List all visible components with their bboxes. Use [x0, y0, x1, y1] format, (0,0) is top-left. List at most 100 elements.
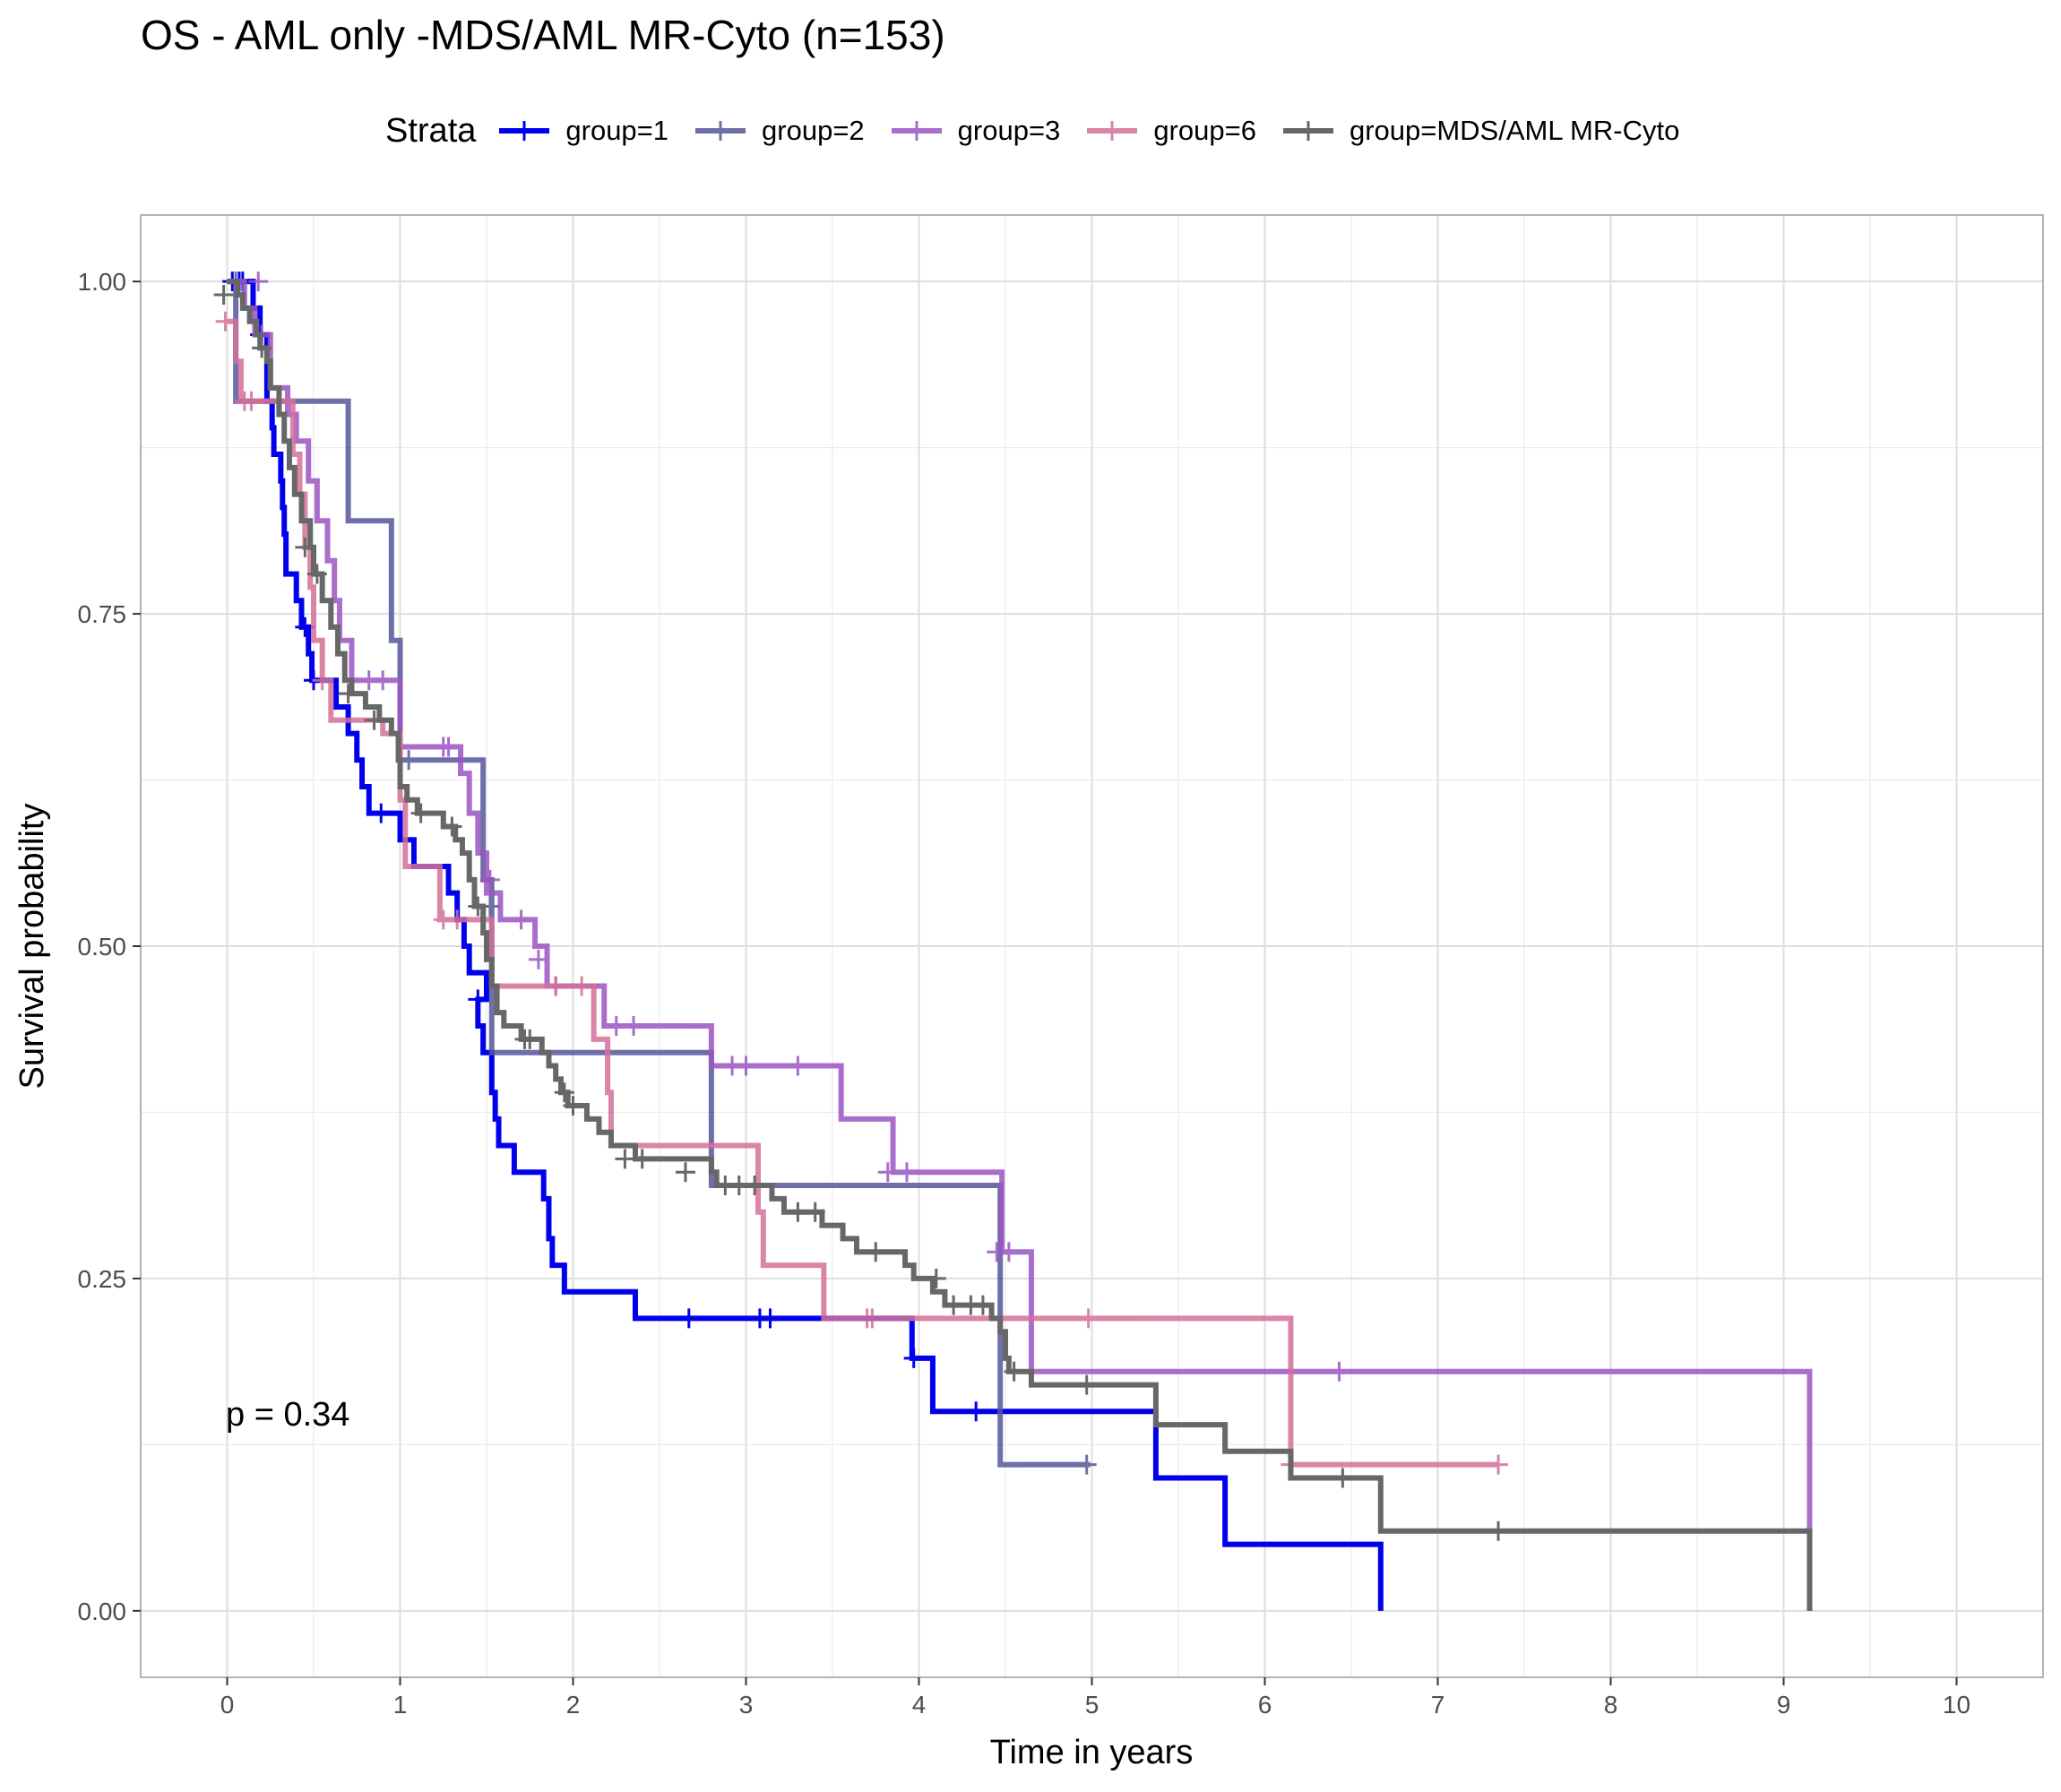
censor-mark [862, 1308, 883, 1329]
legend-key-glyph [891, 121, 942, 141]
censor-mark [438, 737, 459, 757]
x-tick-label: 4 [912, 1691, 927, 1719]
legend-key-group-mds-aml [1282, 121, 1333, 141]
y-tick-label: 0.00 [78, 1598, 127, 1625]
censor-mark [520, 1029, 540, 1049]
legend-key-cross [1102, 121, 1123, 141]
legend-key-cross [1298, 121, 1318, 141]
censor-mark [998, 1242, 1019, 1262]
legend-item-group-3: group=3 [888, 113, 1061, 149]
censor-mark [213, 285, 234, 306]
y-axis-label: Survival probability [13, 804, 51, 1090]
survival-curve-5 [227, 279, 1813, 1611]
grid [141, 215, 2043, 1677]
censor-mark [528, 949, 548, 969]
censor-mark [736, 1055, 756, 1076]
legend-item-group-1: group=1 [496, 113, 668, 149]
censor-mark [215, 311, 236, 332]
censor-mark [241, 391, 262, 411]
censor-mark [371, 803, 392, 823]
censor-mark [866, 1242, 886, 1262]
series-1 [222, 271, 1384, 1611]
x-axis-label: Time in years [990, 1734, 1194, 1771]
x-tick-label: 8 [1604, 1691, 1618, 1719]
legend-key-group-3 [891, 121, 942, 141]
legend-label-group-2: group=2 [762, 115, 865, 146]
x-tick-label: 7 [1431, 1691, 1445, 1719]
legend-title: Strata [385, 111, 477, 150]
legend-key-group-1 [499, 121, 550, 141]
legend-item-group-6: group=6 [1083, 113, 1256, 149]
censor-mark [546, 976, 566, 996]
chart-title: OS - AML only -MDS/AML MR-Cyto (n=153) [141, 12, 945, 58]
censor-mark [252, 338, 272, 358]
y-tick-label: 0.50 [78, 933, 127, 961]
censor-mark [410, 803, 431, 823]
censor-mark [615, 1149, 635, 1169]
legend-key-group-6 [1087, 121, 1138, 141]
censor-mark [442, 816, 462, 837]
censor-mark [468, 896, 488, 917]
censor-mark [966, 1401, 987, 1422]
y-tick-label: 1.00 [78, 268, 127, 296]
y-tick-label: 0.75 [78, 600, 127, 628]
series-5 [213, 279, 1813, 1611]
legend-label-group-6: group=6 [1153, 115, 1256, 146]
censor-mark [373, 670, 393, 691]
legend-item-group-mds-aml: group=MDS/AML MR-Cyto [1280, 113, 1679, 149]
censor-mark [903, 1348, 924, 1368]
censor-mark [805, 1202, 825, 1222]
x-tick-label: 2 [566, 1691, 581, 1719]
censor-mark [1076, 1374, 1097, 1395]
censor-mark [788, 1055, 808, 1076]
legend: Strata group=1 group=2 group=3 group=6 g… [385, 108, 1703, 154]
censor-mark [1078, 1308, 1099, 1329]
censor-mark [312, 670, 332, 691]
censor-mark [447, 909, 468, 930]
censor-mark [896, 1162, 917, 1183]
censor-mark [1329, 1361, 1350, 1382]
censor-mark [306, 564, 327, 584]
legend-key-cross [906, 121, 927, 141]
series-group [213, 271, 1813, 1611]
legend-key-group-2 [695, 121, 746, 141]
x-tick-label: 10 [1943, 1691, 1970, 1719]
legend-key-cross [514, 121, 535, 141]
legend-label-group-mds-aml: group=MDS/AML MR-Cyto [1349, 115, 1680, 146]
axes: 0 1 2 3 4 5 6 7 8 9 10 0.00 0.25 0.50 0.75 1.00 [78, 268, 1971, 1719]
censor-mark [926, 1268, 946, 1288]
censor-mark [675, 1162, 695, 1183]
survival-curve-1 [227, 279, 1384, 1611]
censor-mark [1332, 1468, 1353, 1488]
censor-mark [1488, 1521, 1509, 1541]
censor-mark [788, 1202, 808, 1222]
legend-key-cross [711, 121, 731, 141]
censor-mark [1076, 1454, 1097, 1475]
censor-mark [295, 537, 315, 557]
x-tick-label: 0 [220, 1691, 235, 1719]
censor-mark [877, 1162, 898, 1183]
legend-key-glyph [695, 121, 746, 141]
censor-mark [1004, 1361, 1024, 1382]
legend-key-glyph [499, 121, 550, 141]
censor-mark [554, 1082, 574, 1103]
censor-mark [972, 1295, 993, 1315]
censor-mark [624, 1016, 644, 1037]
censor-mark [479, 869, 500, 890]
censor-mark [364, 710, 384, 730]
censor-mark [572, 976, 592, 996]
censor-mark [468, 989, 488, 1010]
x-tick-label: 6 [1258, 1691, 1272, 1719]
legend-key-glyph [1282, 121, 1333, 141]
censor-mark [944, 1295, 964, 1315]
x-tick-label: 5 [1085, 1691, 1099, 1719]
legend-item-group-2: group=2 [692, 113, 865, 149]
censor-mark [606, 1016, 626, 1037]
x-tick-label: 1 [393, 1691, 408, 1719]
x-tick-label: 3 [739, 1691, 754, 1719]
legend-label-group-3: group=3 [957, 115, 1061, 146]
censor-mark [760, 1308, 780, 1329]
legend-label-group-1: group=1 [565, 115, 669, 146]
censor-mark [678, 1308, 699, 1329]
